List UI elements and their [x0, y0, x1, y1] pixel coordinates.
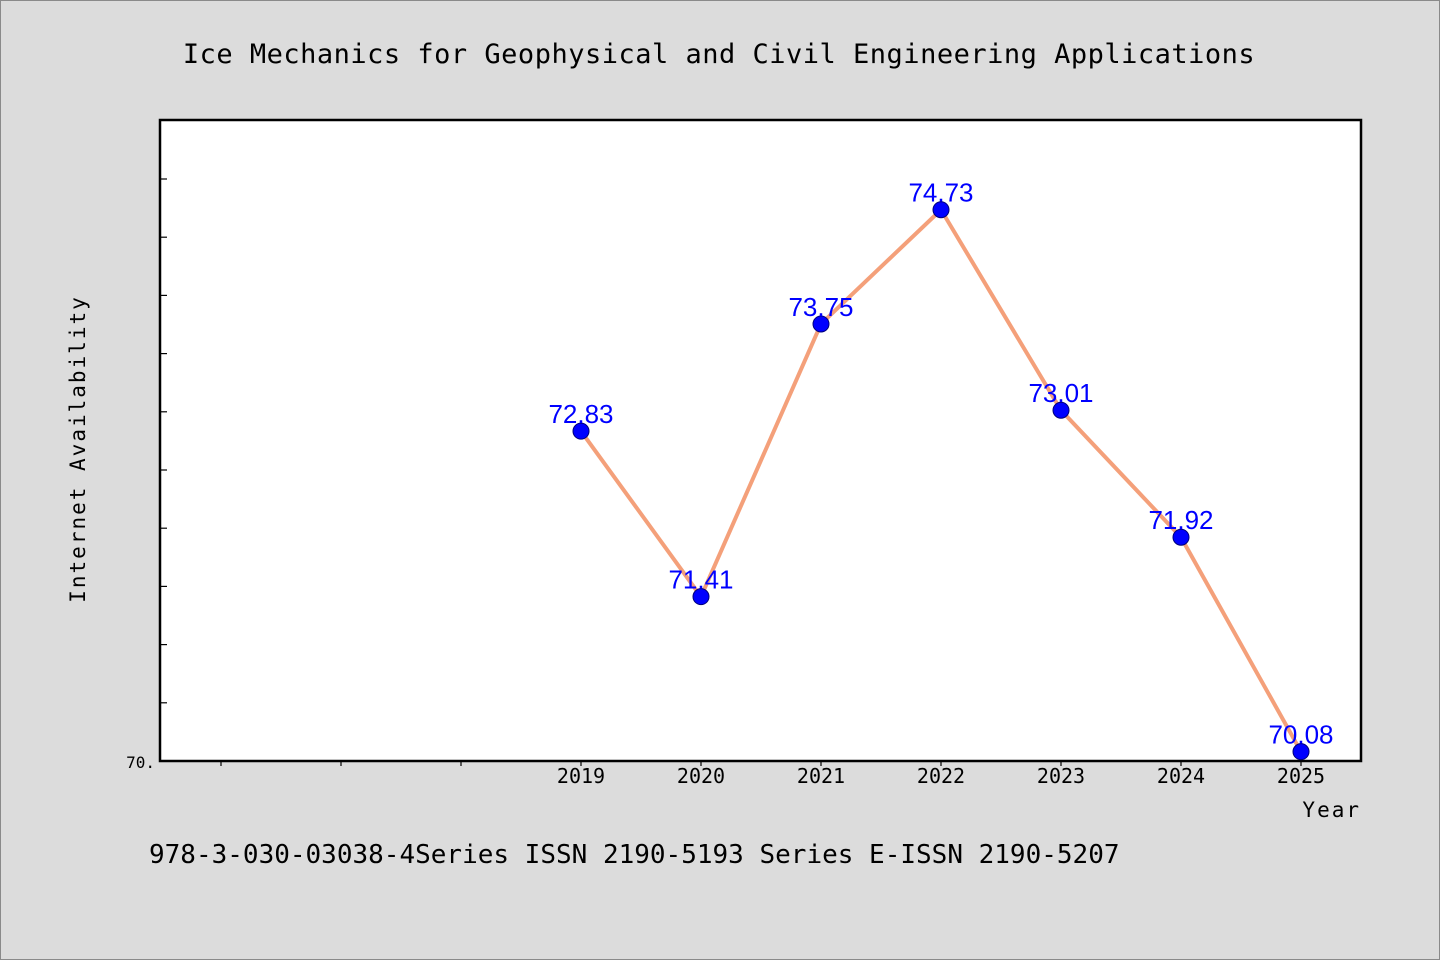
data-labels: 72.83 71.41 73.75 74.73 73.01 71.92 70.08 [548, 178, 1333, 750]
x-axis-label: Year [1302, 798, 1361, 822]
x-tick-label: 2021 [797, 764, 845, 788]
data-point [812, 315, 830, 333]
data-label: 72.83 [548, 399, 613, 429]
data-point [1172, 528, 1190, 546]
x-axis-ticks [220, 761, 1302, 766]
data-label: 71.41 [668, 565, 733, 595]
x-tick-label: 2022 [917, 764, 965, 788]
x-tick-label: 2025 [1277, 764, 1325, 788]
x-tick-labels: 2019 2020 2021 2022 2023 2024 2025 [557, 764, 1325, 788]
data-label: 73.75 [788, 292, 853, 322]
data-point [1052, 401, 1070, 419]
data-point [692, 588, 710, 606]
data-markers [572, 201, 1310, 761]
y-tick-label: 70. [126, 753, 155, 772]
data-point [572, 422, 590, 440]
data-point [932, 201, 950, 219]
chart-title: Ice Mechanics for Geophysical and Civil … [183, 39, 1255, 70]
x-tick-label: 2023 [1037, 764, 1085, 788]
data-label: 73.01 [1028, 378, 1093, 408]
x-tick-label: 2019 [557, 764, 605, 788]
y-axis-label: Internet Availability [66, 295, 90, 603]
y-axis-ticks [160, 178, 167, 704]
data-label: 71.92 [1148, 505, 1213, 535]
x-tick-label: 2020 [677, 764, 725, 788]
footer-text: 978-3-030-03038-4Series ISSN 2190-5193 S… [149, 840, 1120, 870]
x-tick-label: 2024 [1157, 764, 1205, 788]
data-label: 70.08 [1268, 720, 1333, 750]
data-label: 74.73 [908, 178, 973, 208]
plot-area [158, 118, 1363, 763]
data-point [1292, 743, 1310, 761]
